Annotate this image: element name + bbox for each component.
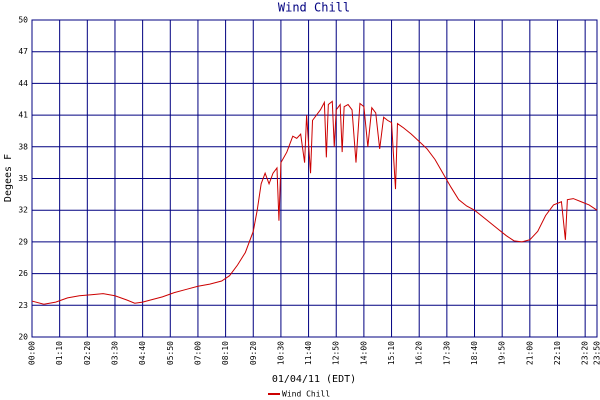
x-tick-label: 22:10 — [553, 341, 562, 365]
x-tick-label: 09:20 — [249, 341, 258, 365]
x-tick-label: 11:40 — [304, 341, 313, 365]
y-tick-label: 38 — [18, 142, 28, 151]
y-tick-label: 20 — [18, 333, 28, 342]
x-tick-label: 00:00 — [28, 341, 37, 365]
legend-label: Wind Chill — [282, 390, 330, 399]
x-tick-label: 21:00 — [525, 341, 534, 365]
chart-title: Wind Chill — [278, 1, 350, 15]
x-tick-label: 05:50 — [166, 341, 175, 365]
y-tick-label: 50 — [18, 16, 28, 25]
x-tick-label: 12:50 — [332, 341, 341, 365]
x-tick-label: 04:40 — [138, 341, 147, 365]
x-tick-label: 10:30 — [276, 341, 285, 365]
x-tick-label: 02:20 — [83, 341, 92, 365]
x-tick-label: 14:00 — [359, 341, 368, 365]
y-tick-label: 47 — [18, 47, 28, 56]
x-tick-label: 23:20 — [581, 341, 590, 365]
y-tick-label: 44 — [18, 79, 28, 88]
x-tick-label: 23:50 — [593, 341, 600, 365]
y-tick-label: 29 — [18, 237, 28, 246]
y-tick-label: 35 — [18, 174, 28, 183]
data-line — [31, 100, 598, 305]
y-tick-label: 32 — [18, 206, 28, 215]
y-tick-label: 26 — [18, 269, 28, 278]
x-tick-label: 17:30 — [442, 341, 451, 365]
x-tick-label: 15:10 — [387, 341, 396, 365]
x-tick-label: 07:00 — [193, 341, 202, 365]
x-tick-label: 08:10 — [221, 341, 230, 365]
y-axis-label: Degees F — [3, 154, 14, 202]
x-tick-label: 16:20 — [415, 341, 424, 365]
x-tick-label: 03:30 — [110, 341, 119, 365]
x-tick-label: 01:10 — [55, 341, 64, 365]
y-tick-label: 23 — [18, 301, 28, 310]
x-axis-label: 01/04/11 (EDT) — [272, 374, 356, 385]
x-tick-label: 19:50 — [498, 341, 507, 365]
y-tick-label: 41 — [18, 111, 28, 120]
x-tick-label: 18:40 — [470, 341, 479, 365]
